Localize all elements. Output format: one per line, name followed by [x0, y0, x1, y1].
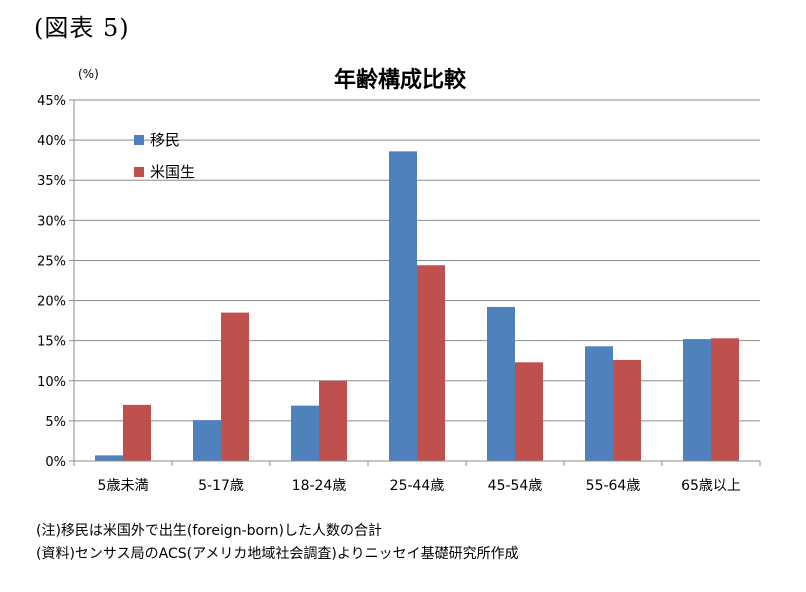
bar	[515, 362, 543, 461]
x-tick-label: 18-24歳	[292, 478, 347, 494]
x-tick-label: 45-54歳	[488, 478, 543, 494]
y-tick-label: 5%	[45, 415, 66, 430]
bar	[711, 338, 739, 461]
y-tick-label: 25%	[37, 254, 66, 269]
x-tick-label: 65歳以上	[681, 478, 741, 494]
figure-label: (図表 5)	[34, 14, 130, 42]
note-text: (注)移民は米国外で出生(foreign-born)した人数の合計	[36, 523, 382, 539]
chart-title: 年齢構成比較	[334, 67, 467, 93]
x-tick-label: 5歳未満	[98, 478, 149, 494]
bar	[123, 404, 151, 461]
legend-swatch	[134, 167, 144, 177]
y-tick-label: 0%	[45, 455, 66, 470]
x-tick-label: 5-17歳	[198, 478, 244, 494]
bar	[389, 151, 417, 461]
x-axis	[73, 100, 761, 466]
bar	[613, 359, 641, 461]
y-axis-unit-label: (%)	[78, 67, 99, 81]
bars	[95, 151, 739, 461]
source-text: (資料)センサス局のACS(アメリカ地域社会調査)よりニッセイ基礎研究所作成	[36, 546, 519, 562]
bar	[193, 420, 221, 461]
legend-swatch	[134, 135, 144, 145]
bar	[487, 306, 515, 461]
x-tick-label: 55-64歳	[586, 478, 641, 494]
y-tick-label: 35%	[37, 174, 66, 189]
age-composition-bar-chart: 年齢構成比較 (%) 0%5%10%15%20%25%30%35%40%45% …	[37, 67, 761, 494]
bar	[95, 455, 123, 461]
legend-label: 米国生	[150, 163, 195, 181]
bar	[683, 339, 711, 461]
y-tick-label: 20%	[37, 295, 66, 310]
y-tick-label: 45%	[37, 94, 66, 109]
bar	[221, 312, 249, 461]
y-tick-label: 10%	[37, 375, 66, 390]
y-tick-label: 30%	[37, 214, 66, 229]
bar	[291, 405, 319, 461]
y-tick-label: 40%	[37, 134, 66, 149]
bar	[417, 265, 445, 461]
y-axis-ticks: 0% 5% 10% 15% 20% 25% 30% 35% 40% 45%	[37, 94, 74, 470]
bar	[319, 380, 347, 461]
x-tick-label: 25-44歳	[390, 478, 445, 494]
bar	[585, 346, 613, 461]
y-tick-label: 15%	[37, 335, 66, 350]
notes: (注)移民は米国外で出生(foreign-born)した人数の合計 (資料)セン…	[36, 520, 519, 566]
legend-label: 移民	[150, 131, 180, 149]
x-axis-tick-labels: 5歳未満 5-17歳 18-24歳 25-44歳 45-54歳 55-64歳 65歳以上	[98, 478, 741, 494]
